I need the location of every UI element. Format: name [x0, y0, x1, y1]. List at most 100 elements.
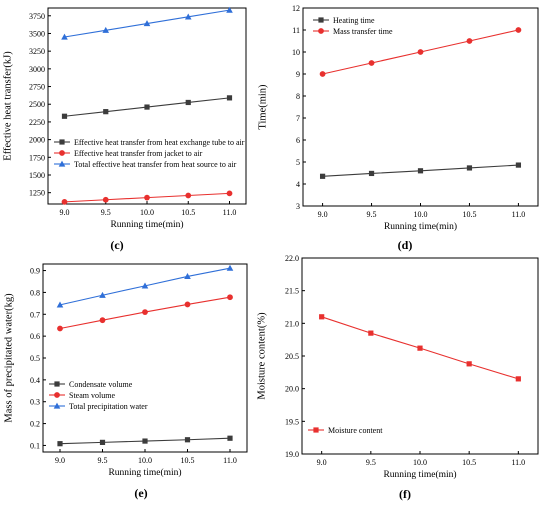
data-point	[319, 173, 326, 179]
x-tick-label: 11.0	[223, 456, 237, 465]
data-point	[368, 60, 375, 66]
data-point	[185, 192, 192, 199]
x-axis-title: Running time(min)	[384, 221, 457, 232]
x-tick-label: 10.5	[181, 208, 195, 217]
legend-label: Condensate volume	[69, 380, 133, 389]
data-point	[466, 38, 473, 44]
data-point	[142, 438, 148, 444]
panel-label: (e)	[134, 486, 147, 500]
y-tick-label: 2000	[29, 136, 45, 145]
y-tick-label: 11	[292, 26, 300, 35]
y-tick-label: 2750	[29, 83, 45, 92]
data-point	[141, 282, 149, 289]
legend-label: Mass transfer time	[333, 27, 393, 36]
x-tick-label: 9.0	[318, 210, 328, 219]
x-tick-label: 9.5	[98, 456, 108, 465]
x-tick-label: 10.0	[414, 210, 428, 219]
legend-label: Heating time	[333, 16, 375, 25]
data-point	[102, 26, 110, 33]
y-tick-label: 3500	[29, 29, 45, 38]
plot-frame	[301, 257, 539, 455]
panel-label: (c)	[110, 238, 123, 252]
data-point	[143, 20, 151, 27]
legend-marker	[59, 150, 65, 156]
y-tick-label: 3	[296, 202, 300, 211]
data-point	[319, 71, 326, 77]
y-axis-title: Time(min)	[257, 84, 268, 130]
data-point	[319, 314, 325, 320]
chart-panel-4: 19.0 19.5 20.0 20.5 21.0 21.5 22.0 9.0 9.5 10.0 10…	[256, 254, 539, 501]
x-tick-label: 9.5	[366, 458, 376, 467]
panel-label: (d)	[398, 238, 413, 252]
data-point	[417, 345, 423, 351]
legend-marker	[53, 402, 61, 409]
data-point	[57, 325, 63, 332]
data-point	[102, 196, 109, 203]
data-point	[466, 361, 472, 367]
legend-marker	[59, 139, 65, 145]
data-point	[61, 198, 68, 205]
data-point	[417, 49, 424, 55]
legend-marker	[313, 427, 319, 433]
x-tick-label: 9.5	[367, 210, 377, 219]
plot-frame	[302, 7, 539, 207]
legend-label: Total effective heat transfer from heat …	[74, 160, 237, 169]
y-tick-label: 0.3	[30, 398, 40, 407]
data-point	[99, 291, 106, 298]
y-axis-title: Effective heat transfer(kJ)	[2, 51, 13, 161]
y-tick-label: 4	[296, 180, 300, 189]
panel-label: (f)	[399, 487, 411, 501]
data-point	[184, 273, 191, 280]
y-tick-label: 12	[292, 4, 300, 13]
y-tick-label: 21.5	[285, 287, 299, 296]
data-point	[515, 162, 522, 168]
data-point	[466, 165, 473, 171]
legend-label: Effective heat transfer from heat exchan…	[74, 138, 245, 147]
x-tick-label: 9.0	[55, 456, 65, 465]
data-point	[227, 435, 233, 441]
data-point	[142, 309, 148, 315]
data-point	[226, 190, 233, 197]
x-tick-label: 11.0	[223, 208, 237, 217]
legend-label: Effective heat transfer from jacket to a…	[74, 149, 203, 158]
data-point	[185, 99, 191, 106]
y-tick-label: 0.9	[30, 267, 40, 276]
x-tick-label: 9.0	[317, 458, 327, 467]
x-tick-label: 10.0	[140, 208, 154, 217]
x-axis-title: Running time(min)	[108, 467, 181, 478]
x-axis-title: Running time(min)	[383, 469, 456, 480]
y-tick-label: 3250	[29, 47, 45, 56]
y-tick-label: 0.1	[30, 441, 40, 450]
data-point	[184, 301, 191, 308]
y-axis-title: Moisture content(%)	[256, 312, 267, 400]
data-point	[184, 437, 191, 443]
y-tick-label: 5	[296, 158, 300, 167]
y-tick-label: 20.5	[285, 352, 299, 361]
data-point	[368, 330, 374, 336]
y-tick-label: 20.0	[285, 385, 299, 394]
chart-panel-1: 1250 1500 1750 2000 2250 2500 2750 3000 3250 3500…	[2, 6, 247, 252]
plot-frame	[42, 263, 248, 453]
y-tick-label: 6	[296, 136, 300, 145]
y-tick-label: 19.5	[285, 417, 299, 426]
legend-marker	[58, 160, 66, 167]
x-tick-label: 11.0	[512, 210, 526, 219]
data-point	[144, 194, 150, 201]
y-axis-title: Mass of precipitated water(kg)	[3, 293, 14, 423]
y-tick-label: 7	[296, 114, 300, 123]
chart-panel-3: 0.1 0.2 0.3 0.4 0.5 0.6 0.7 0.8 0.9 9.0 9.5 10.0 10.…	[3, 263, 248, 500]
legend-marker	[54, 392, 60, 398]
y-tick-label: 0.2	[30, 420, 40, 429]
x-tick-label: 9.0	[60, 208, 70, 217]
data-point	[56, 301, 64, 308]
chart-panel-2: 3 4 5 6 7 8 9 10 11 12 9.0 9.5 10.0 10.5 11.0 Running t…	[257, 4, 539, 252]
x-tick-label: 10.0	[138, 456, 152, 465]
x-axis-title: Running time(min)	[110, 219, 183, 230]
y-tick-label: 9	[296, 70, 300, 79]
data-point	[227, 294, 233, 301]
legend-label: Total precipitation water	[69, 402, 148, 411]
y-tick-label: 1250	[29, 189, 45, 198]
data-point	[226, 264, 234, 271]
data-point	[61, 33, 68, 40]
